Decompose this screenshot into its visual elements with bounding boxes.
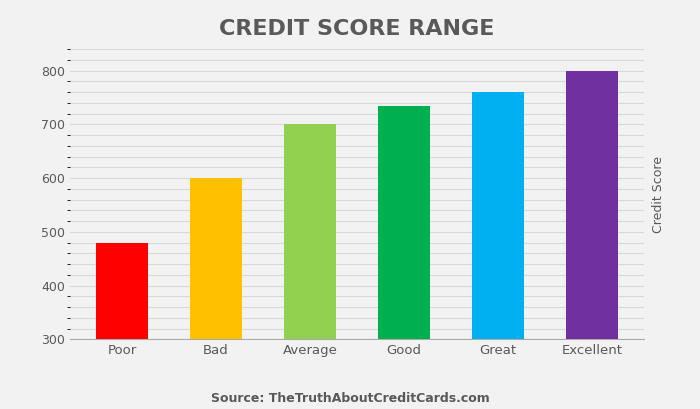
Bar — [190, 178, 241, 339]
Bar — [284, 124, 336, 339]
Text: Source: TheTruthAboutCreditCards.com: Source: TheTruthAboutCreditCards.com — [211, 392, 489, 405]
Y-axis label: Credit Score: Credit Score — [652, 156, 665, 233]
Bar — [566, 71, 618, 339]
Bar — [473, 92, 524, 339]
Bar — [96, 243, 148, 339]
Bar — [378, 106, 430, 339]
Title: CREDIT SCORE RANGE: CREDIT SCORE RANGE — [219, 19, 495, 39]
